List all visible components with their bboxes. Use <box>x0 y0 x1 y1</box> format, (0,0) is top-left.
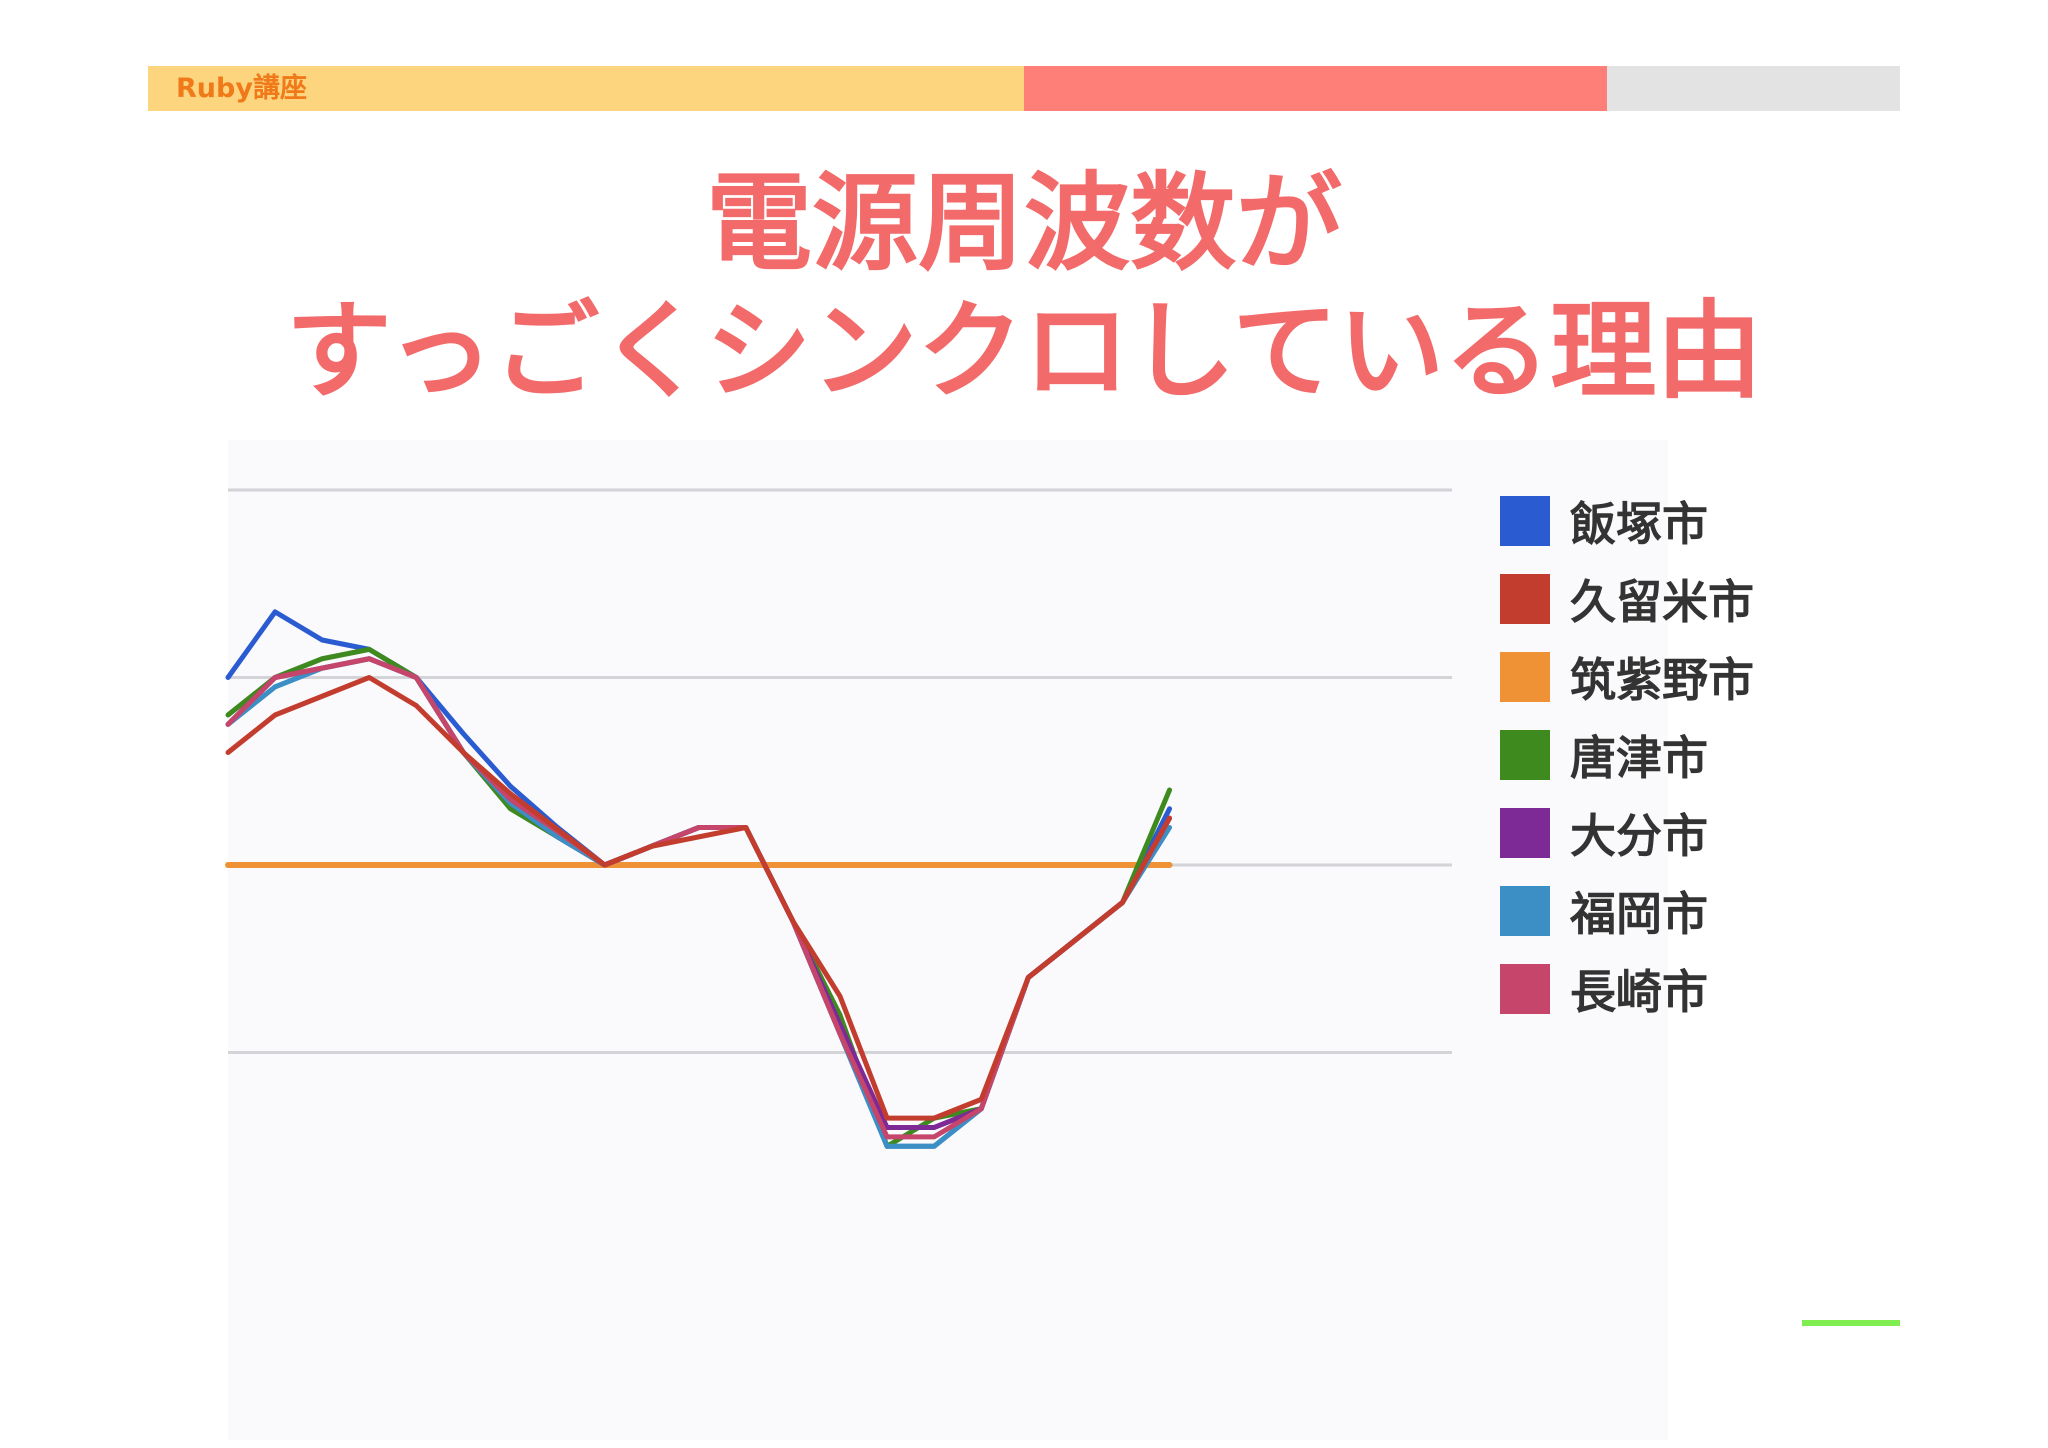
legend-swatch-5 <box>1500 886 1550 936</box>
slide-title-line-1: 電源周波数が <box>706 162 1342 285</box>
series-line-1 <box>225 675 1173 1121</box>
legend-swatch-3 <box>1500 730 1550 780</box>
legend-swatch-0 <box>1500 496 1550 546</box>
chart-legend: 飯塚市久留米市筑紫野市唐津市大分市福岡市長崎市 <box>1500 482 1754 1028</box>
legend-item-0: 飯塚市 <box>1500 482 1754 560</box>
legend-swatch-1 <box>1500 574 1550 624</box>
legend-swatch-6 <box>1500 964 1550 1014</box>
slide-title-line-2: すっごくシンクロしている理由 <box>285 290 1763 413</box>
series-line-5 <box>225 656 1173 1149</box>
series-line-4 <box>225 656 1173 1130</box>
legend-item-6: 長崎市 <box>1500 950 1754 1028</box>
legend-item-5: 福岡市 <box>1500 872 1754 950</box>
legend-label-2: 筑紫野市 <box>1570 653 1754 707</box>
legend-label-1: 久留米市 <box>1570 575 1754 629</box>
header-bar-segment-2 <box>1024 66 1607 111</box>
accent-line <box>1802 1320 1900 1326</box>
legend-label-5: 福岡市 <box>1570 887 1708 941</box>
legend-label-4: 大分市 <box>1570 809 1708 863</box>
brand-label: Ruby講座 <box>176 73 307 104</box>
series-line-3 <box>225 646 1173 1149</box>
legend-item-2: 筑紫野市 <box>1500 638 1754 716</box>
legend-label-6: 長崎市 <box>1570 965 1708 1019</box>
legend-swatch-4 <box>1500 808 1550 858</box>
series-line-0 <box>225 609 1173 1149</box>
chart-background <box>228 440 1668 1440</box>
legend-item-1: 久留米市 <box>1500 560 1754 638</box>
legend-item-4: 大分市 <box>1500 794 1754 872</box>
series-line-6 <box>225 656 1173 1140</box>
legend-swatch-2 <box>1500 652 1550 702</box>
legend-item-3: 唐津市 <box>1500 716 1754 794</box>
legend-label-0: 飯塚市 <box>1570 497 1708 551</box>
header-bar-segment-1 <box>148 66 1024 111</box>
slide-title: 電源周波数が すっごくシンクロしている理由 <box>0 160 2048 416</box>
header-bar-segment-3 <box>1607 66 1900 111</box>
header-bar <box>148 66 1900 111</box>
legend-label-3: 唐津市 <box>1570 731 1708 785</box>
